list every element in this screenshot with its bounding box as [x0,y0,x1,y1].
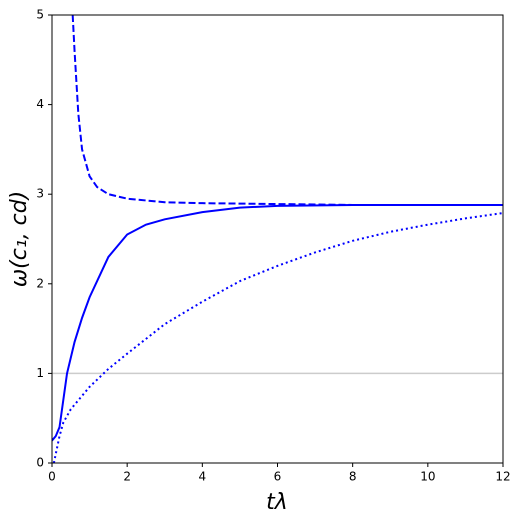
data-line [52,212,503,463]
x-tick-label: 10 [420,470,435,484]
y-tick-label: 5 [36,8,44,22]
data-line [71,15,503,206]
data-line [52,203,503,442]
y-tick-label: 1 [36,366,44,380]
x-axis-label: tλ [266,490,288,515]
y-tick-label: 0 [36,456,44,470]
x-tick-label: 6 [274,470,282,484]
y-tick-label: 4 [36,97,44,111]
plot-frame [51,14,504,464]
y-axis-label: ω(c₁, cd) [7,191,32,288]
x-tick-label: 8 [349,470,357,484]
x-tick-label: 0 [48,470,56,484]
x-tick-label: 4 [199,470,207,484]
x-tick-label: 12 [495,470,510,484]
y-tick-label: 3 [36,187,44,201]
x-tick-label: 2 [123,470,131,484]
y-tick-label: 2 [36,276,44,290]
